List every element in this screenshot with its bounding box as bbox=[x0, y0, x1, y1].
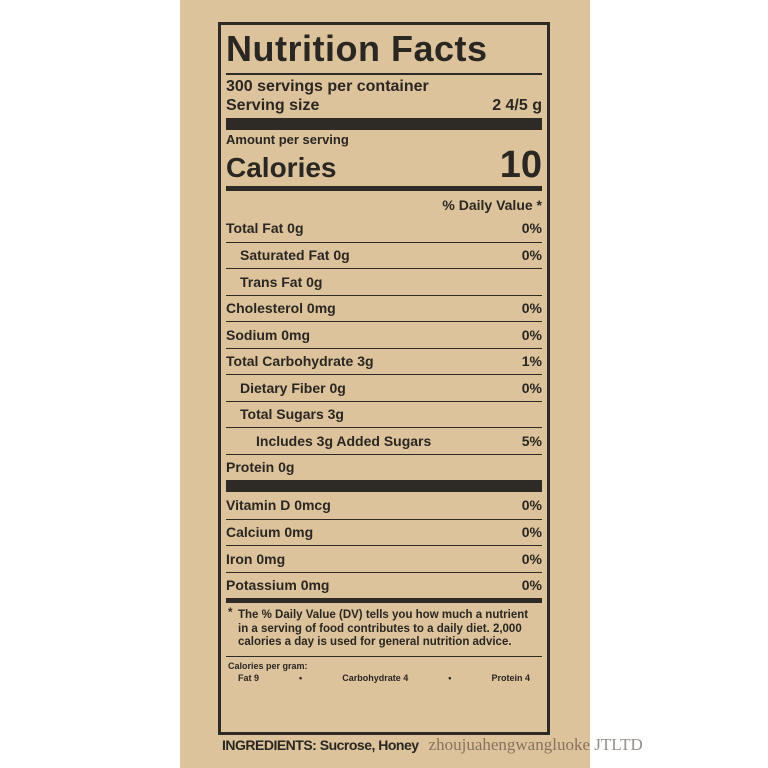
nutrient-name: Includes 3g Added Sugars bbox=[256, 432, 432, 449]
amount-per-serving: Amount per serving bbox=[226, 132, 349, 147]
nutrient-name: Trans Fat 0g bbox=[240, 273, 323, 290]
footnote-text: The % Daily Value (DV) tells you how muc… bbox=[238, 609, 529, 648]
nutrient-daily-value: 0% bbox=[521, 497, 542, 514]
vitamin-list: Vitamin D 0mcg 0% Calcium 0mg 0% Iron 0mg 0% P… bbox=[226, 492, 542, 598]
watermark: zhoujuahengwangluoke JTLTD bbox=[428, 735, 643, 754]
nutrient-name: Total Fat 0g bbox=[226, 220, 304, 237]
nutrient-daily-value: 0% bbox=[521, 524, 542, 541]
medium-divider bbox=[226, 186, 542, 191]
nutrient-daily-value: 0% bbox=[521, 247, 542, 264]
medium-divider bbox=[226, 598, 542, 603]
serving-size-label: Serving size bbox=[226, 97, 320, 114]
calories-per-gram-label: Calories per gram: bbox=[228, 660, 308, 671]
nutrient-daily-value: 0% bbox=[521, 577, 542, 594]
nutrient-daily-value: 5% bbox=[521, 432, 542, 449]
nutrient-row: Sodium 0mg 0% bbox=[226, 321, 542, 348]
nutrient-name: Total Sugars 3g bbox=[240, 406, 344, 423]
calories-value: 10 bbox=[499, 144, 542, 186]
thick-divider bbox=[226, 480, 542, 492]
calories-row: Calories 10 bbox=[226, 144, 542, 186]
nutrient-name: Iron 0mg bbox=[226, 550, 286, 567]
nutrient-list: Total Fat 0g 0% Saturated Fat 0g 0% Trans Fa… bbox=[226, 215, 542, 480]
nutrient-daily-value: 0% bbox=[521, 220, 542, 237]
nutrient-row: Calcium 0mg 0% bbox=[226, 518, 542, 546]
nutrient-row: Trans Fat 0g bbox=[226, 268, 542, 295]
nutrient-name: Sodium 0mg bbox=[226, 326, 311, 343]
carb-per-gram: Carbohydrate 4 bbox=[342, 672, 409, 683]
calories-label: Calories bbox=[226, 152, 337, 183]
protein-per-gram: Protein 4 bbox=[491, 672, 530, 683]
nutrient-row: Potassium 0mg 0% bbox=[226, 571, 542, 599]
nutrient-name: Potassium 0mg bbox=[226, 577, 330, 594]
nutrient-daily-value: 0% bbox=[521, 550, 542, 567]
nutrient-row: Vitamin D 0mcg 0% bbox=[226, 492, 542, 519]
footnote-star: * bbox=[228, 607, 233, 619]
nutrient-name: Saturated Fat 0g bbox=[240, 247, 350, 264]
nutrient-row: Cholesterol 0mg 0% bbox=[226, 294, 542, 322]
nutrient-row: Includes 3g Added Sugars 5% bbox=[226, 427, 542, 454]
nutrient-daily-value: 0% bbox=[521, 326, 542, 343]
nutrient-row: Total Carbohydrate 3g 1% bbox=[226, 347, 542, 375]
nutrient-name: Vitamin D 0mcg bbox=[226, 497, 331, 514]
nutrition-facts-label: Nutrition Facts 300 servings per contain… bbox=[218, 22, 550, 735]
label-title: Nutrition Facts bbox=[226, 25, 542, 75]
nutrient-name: Calcium 0mg bbox=[226, 524, 314, 541]
servings-per-container: 300 servings per container bbox=[226, 78, 429, 95]
nutrient-daily-value: 0% bbox=[521, 300, 542, 317]
calories-per-gram: Calories per gram: Fat 9 • Carbohydrate … bbox=[226, 657, 542, 689]
nutrient-row: Dietary Fiber 0g 0% bbox=[226, 374, 542, 401]
fat-per-gram: Fat 9 bbox=[238, 672, 260, 683]
nutrient-daily-value: 0% bbox=[521, 379, 542, 396]
footnote: * The % Daily Value (DV) tells you how m… bbox=[226, 603, 542, 657]
nutrient-daily-value: 1% bbox=[521, 353, 542, 370]
daily-value-header: % Daily Value * bbox=[442, 197, 542, 213]
nutrient-name: Cholesterol 0mg bbox=[226, 300, 336, 317]
ingredients: INGREDIENTS: Sucrose, Honey bbox=[222, 737, 419, 753]
bullet: • bbox=[299, 672, 303, 683]
nutrient-name: Dietary Fiber 0g bbox=[240, 379, 346, 396]
nutrient-row: Total Fat 0g 0% bbox=[226, 215, 542, 242]
nutrient-name: Total Carbohydrate 3g bbox=[226, 353, 374, 370]
nutrient-row: Saturated Fat 0g 0% bbox=[226, 241, 542, 269]
ingredients-line: INGREDIENTS: Sucrose, Honey zhoujuahengw… bbox=[222, 735, 643, 755]
thick-divider bbox=[226, 118, 542, 130]
serving-size-row: Serving size 2 4/5 g bbox=[226, 96, 542, 115]
serving-size-value: 2 4/5 g bbox=[492, 97, 542, 114]
nutrient-row: Iron 0mg 0% bbox=[226, 545, 542, 572]
bullet: • bbox=[448, 672, 452, 683]
nutrient-name: Protein 0g bbox=[226, 459, 295, 476]
nutrient-row: Protein 0g bbox=[226, 453, 542, 481]
nutrient-row: Total Sugars 3g bbox=[226, 400, 542, 428]
